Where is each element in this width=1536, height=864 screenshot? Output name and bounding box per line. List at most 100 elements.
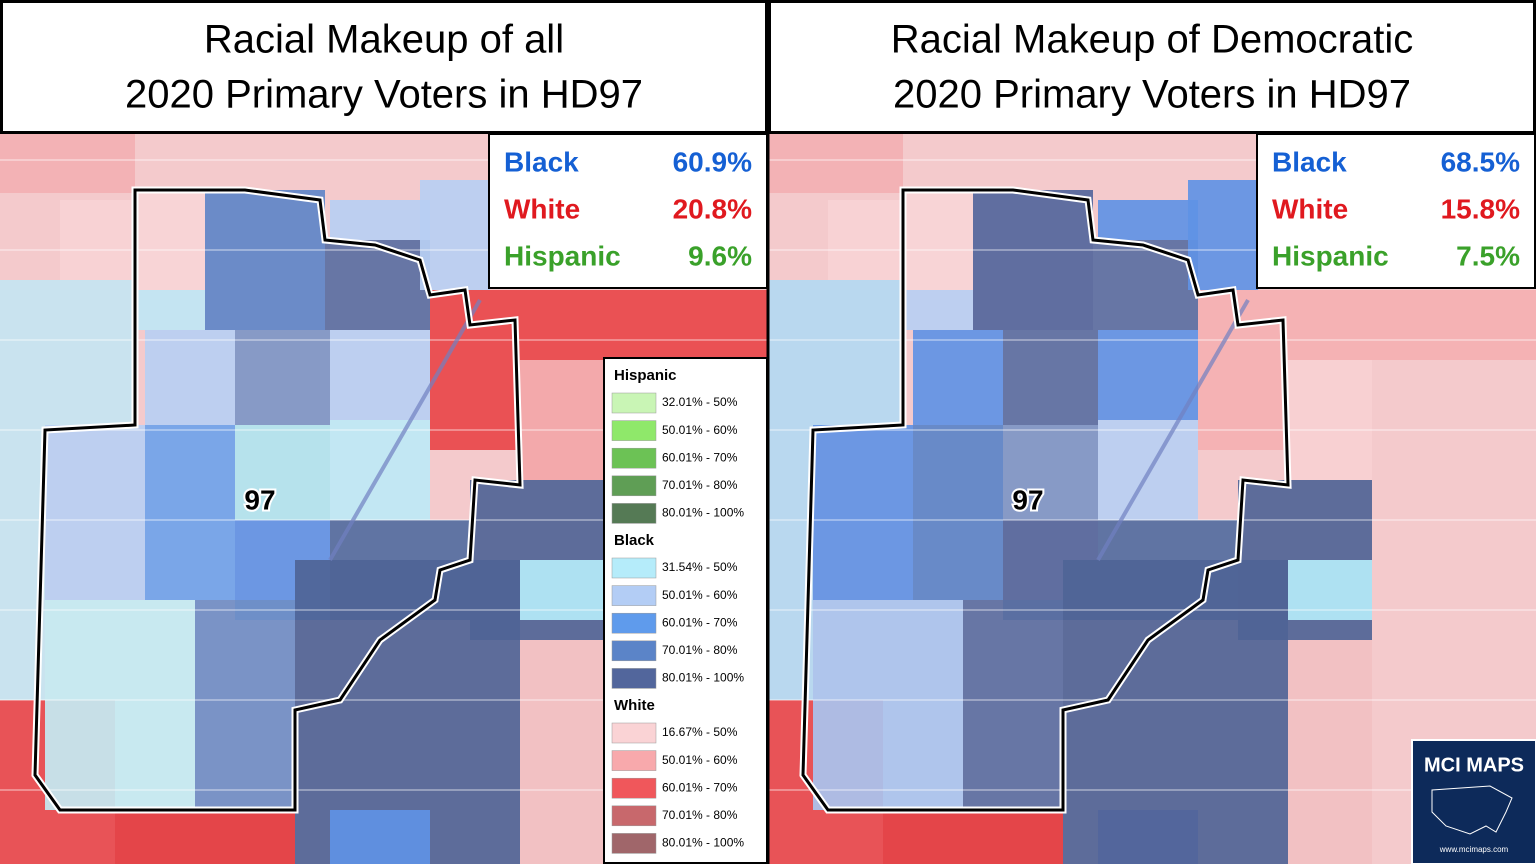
map-area [1098,200,1198,240]
stat-value: 7.5% [1456,240,1520,271]
map-area [903,190,973,290]
map-area [1198,290,1288,450]
map-area [913,425,1003,600]
map-area [520,360,604,480]
legend-label: 60.01% - 70% [662,780,738,794]
map-area [235,330,330,425]
legend-swatch [611,503,657,524]
district-outline [33,188,522,812]
legend-swatch [611,612,657,634]
legend-label: 60.01% - 70% [662,615,738,629]
map-area [813,600,963,810]
map-area [330,810,430,864]
map-area [235,425,330,520]
district-outline [801,188,1290,812]
legend-swatch [611,475,657,497]
logo-box [1411,739,1536,864]
logo: MCI MAPS www.mcimaps.com [1411,739,1536,864]
map-area [1098,810,1198,864]
legend-label: 50.01% - 60% [662,423,738,437]
legend-swatch [611,668,657,689]
title: Racial Makeup of all [204,18,564,62]
map-area [145,330,235,425]
map-area [135,290,205,330]
map-area [45,425,145,600]
stat-label: Black [504,146,579,177]
map-area [1288,560,1372,620]
map-area [1288,640,1372,864]
map-area [60,200,135,280]
road [1096,299,1250,561]
legend-label: 60.01% - 70% [662,450,738,464]
stat-label: Hispanic [504,240,621,271]
legend-label: 32.01% - 50% [662,395,738,409]
legend-label: 70.01% - 80% [662,643,738,657]
legend-swatch [611,805,657,827]
stat-value: 68.5% [1441,146,1520,177]
legend-swatch [611,750,657,771]
legend-heading: White [614,697,655,714]
logo-map-icon [1431,785,1513,835]
panel: 97 Racial Makeup of Democratic 2020 Primar… [768,0,1536,864]
map-area [828,200,903,280]
legend-swatch [611,722,657,744]
map-area [520,560,604,620]
map-area [768,133,903,193]
map-area [903,290,973,330]
map-area [0,133,135,193]
stat-value: 9.6% [688,240,752,271]
district-label: 97 [1012,484,1043,515]
title: Racial Makeup of Democratic [891,18,1413,62]
map-area [768,280,903,430]
stat-value: 15.8% [1441,193,1520,224]
legend-label: 80.01% - 100% [662,506,744,520]
map-area [520,290,768,360]
map-area [913,330,1003,425]
map-area [520,640,604,864]
legend-heading: Hispanic [614,367,677,384]
map-area [963,600,1063,810]
stat-label: Hispanic [1272,240,1389,271]
stat-value: 20.8% [673,193,752,224]
stats-box [1256,133,1536,289]
map-area [1093,240,1198,330]
map-area [973,190,1093,330]
legend-swatch [611,585,657,606]
stats-box [488,133,768,289]
map-area [1003,425,1098,520]
legend-swatch [611,557,657,579]
map-area [430,290,520,450]
map-area [0,280,135,430]
legend-label: 70.01% - 80% [662,808,738,822]
stat-value: 60.9% [673,146,752,177]
map-area [420,180,490,290]
map-area [205,190,325,330]
legend: Hispanic 32.01% - 50% 50.01% - 60% 60.01% -… [603,357,768,864]
legend-label: 50.01% - 60% [662,753,738,767]
map-area [135,190,205,290]
map-area [1288,290,1536,360]
map-area [813,425,913,600]
map-area [1288,360,1372,480]
map-area [330,330,430,420]
legend-label: 31.54% - 50% [662,560,738,574]
map-area [195,600,295,810]
map-area [1188,180,1258,290]
logo-url: www.mcimaps.com [1439,845,1509,854]
legend-swatch [611,833,657,854]
legend-swatch [611,640,657,662]
title-box [768,0,1536,134]
legend-swatch [611,392,657,414]
map-area [1098,330,1198,420]
legend-label: 80.01% - 100% [662,671,744,685]
stat-label: Black [1272,146,1347,177]
map-area [325,240,430,330]
legend-swatch [611,447,657,469]
legend-label: 16.67% - 50% [662,725,738,739]
title-box [0,0,768,134]
map-area [330,200,430,240]
map-area [45,600,195,810]
stat-label: White [504,193,580,224]
